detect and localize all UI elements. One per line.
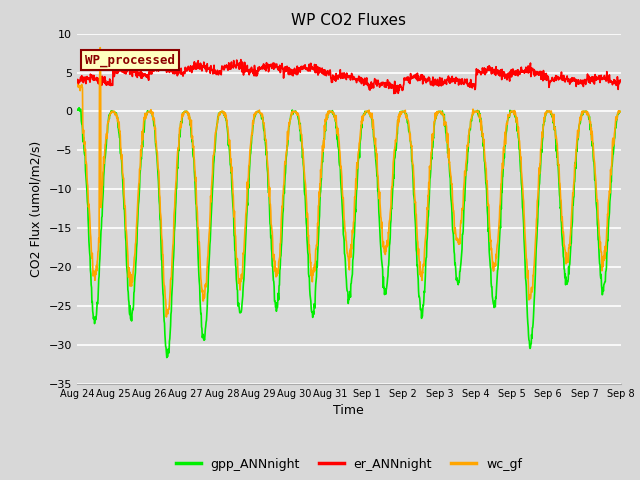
- Title: WP CO2 Fluxes: WP CO2 Fluxes: [291, 13, 406, 28]
- Text: WP_processed: WP_processed: [85, 53, 175, 67]
- X-axis label: Time: Time: [333, 405, 364, 418]
- Y-axis label: CO2 Flux (umol/m2/s): CO2 Flux (umol/m2/s): [30, 141, 43, 277]
- Legend: gpp_ANNnight, er_ANNnight, wc_gf: gpp_ANNnight, er_ANNnight, wc_gf: [171, 453, 527, 476]
